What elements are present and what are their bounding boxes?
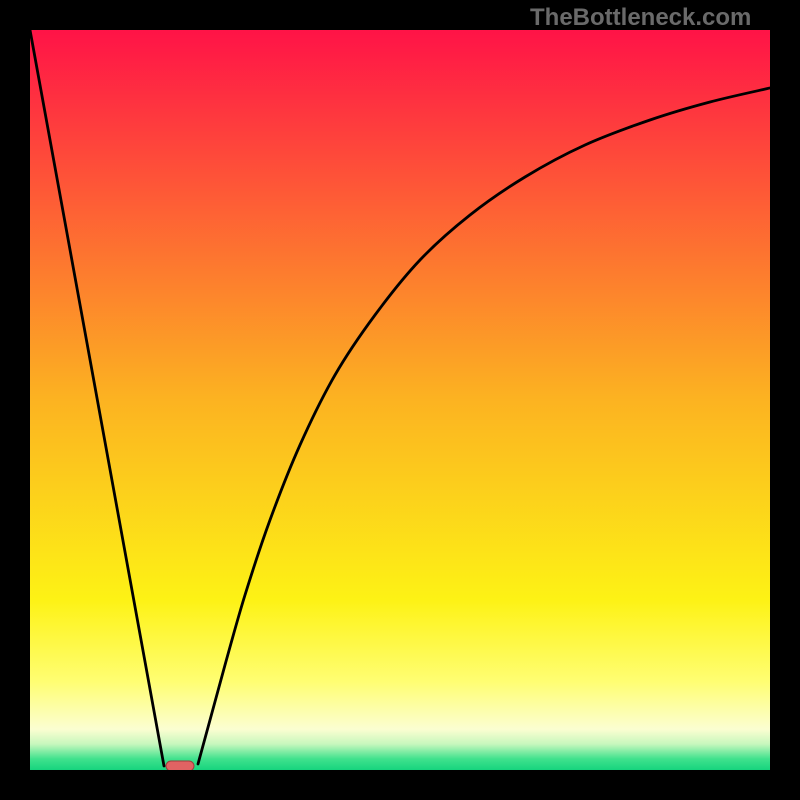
gradient-background	[30, 30, 770, 770]
bottleneck-chart	[0, 0, 800, 800]
optimal-marker	[166, 761, 194, 771]
watermark-text: TheBottleneck.com	[530, 4, 751, 32]
